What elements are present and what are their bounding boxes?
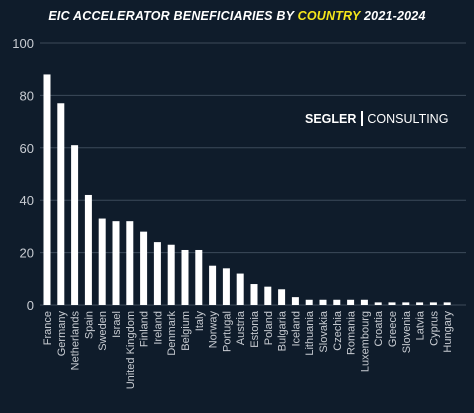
x-tick-label: Poland [263, 311, 275, 345]
x-tick-label: Belgium [180, 311, 192, 351]
x-tick-label: Cyprus [428, 311, 440, 346]
bar-estonia [250, 284, 258, 305]
bar-denmark [167, 244, 175, 305]
y-tick-label: 40 [20, 193, 34, 208]
bar-czechia [333, 299, 341, 305]
bar-netherlands [71, 145, 79, 305]
y-tick-label: 100 [12, 36, 34, 51]
x-tick-label: Iceland [290, 311, 302, 346]
x-tick-label: Ireland [152, 311, 164, 345]
brand-name-light: CONSULTING [367, 112, 449, 126]
brand-logo: SEGLER CONSULTING [305, 111, 448, 126]
x-tick-label: Sweden [97, 311, 109, 351]
brand-name-bold: SEGLER [305, 112, 357, 126]
bar-luxembourg [360, 299, 368, 305]
bar-sweden [98, 218, 106, 305]
bar-poland [264, 286, 272, 305]
bars [43, 74, 451, 305]
title-highlight: COUNTRY [297, 9, 361, 23]
bar-iceland [291, 297, 299, 305]
bar-france [43, 74, 51, 305]
x-axis-labels: France Germany Netherlands Spain Sweden Israe… [42, 310, 454, 389]
y-tick-label: 20 [20, 246, 34, 261]
bar-slovakia [319, 299, 327, 305]
chart-title: EIC ACCELERATOR BENEFICIARIES BY COUNTRY… [0, 9, 474, 23]
x-tick-label: Latvia [415, 310, 427, 340]
x-tick-label: Czechia [332, 310, 344, 351]
x-tick-label: Hungary [442, 311, 454, 353]
y-tick-label: 80 [20, 88, 34, 103]
bar-slovenia [402, 302, 410, 305]
y-tick-label: 0 [27, 298, 34, 313]
bar-greece [388, 302, 396, 305]
x-tick-label: France [42, 311, 54, 345]
x-tick-label: Italy [194, 311, 206, 332]
x-tick-label: Lithuania [304, 310, 316, 356]
bar-hungary [443, 302, 451, 305]
x-tick-label: United Kingdom [125, 311, 137, 389]
bar-bulgaria [278, 289, 286, 305]
x-tick-label: Croatia [373, 310, 385, 346]
bar-romania [347, 299, 355, 305]
x-tick-label: Germany [56, 311, 68, 357]
gridlines [40, 42, 466, 306]
x-tick-label: Slovenia [401, 310, 413, 353]
x-tick-label: Austria [235, 310, 247, 345]
x-tick-label: Romania [346, 310, 358, 355]
x-tick-label: Greece [387, 311, 399, 347]
bar-spain [84, 194, 92, 305]
bar-cyprus [429, 302, 437, 305]
bar-united-kingdom [126, 221, 134, 305]
bar-austria [236, 273, 244, 305]
brand-divider [361, 111, 364, 126]
x-tick-label: Estonia [249, 310, 261, 348]
title-part-1: EIC ACCELERATOR BENEFICIARIES BY [48, 9, 298, 23]
bar-croatia [374, 302, 382, 305]
bar-italy [195, 249, 203, 305]
bar-norway [209, 265, 217, 305]
bar-israel [112, 221, 120, 305]
x-tick-label: Luxembourg [359, 311, 371, 372]
x-tick-label: Finland [139, 311, 151, 347]
bar-finland [140, 231, 148, 305]
x-tick-label: Israel [111, 311, 123, 338]
x-tick-label: Portugal [221, 311, 233, 352]
bar-latvia [416, 302, 424, 305]
bar-ireland [153, 242, 161, 305]
y-axis-ticks: 0 20 40 60 80 100 [12, 36, 34, 313]
bar-germany [57, 103, 65, 305]
title-part-2: 2021-2024 [360, 9, 426, 23]
x-tick-label: Bulgaria [277, 310, 289, 351]
bar-belgium [181, 249, 189, 305]
x-tick-label: Spain [83, 311, 95, 339]
x-tick-label: Slovakia [318, 310, 330, 352]
bar-portugal [222, 268, 230, 305]
x-tick-label: Netherlands [70, 311, 82, 371]
y-tick-label: 60 [20, 141, 34, 156]
x-tick-label: Denmark [166, 311, 178, 356]
bar-lithuania [305, 299, 313, 305]
x-tick-label: Norway [208, 311, 220, 349]
